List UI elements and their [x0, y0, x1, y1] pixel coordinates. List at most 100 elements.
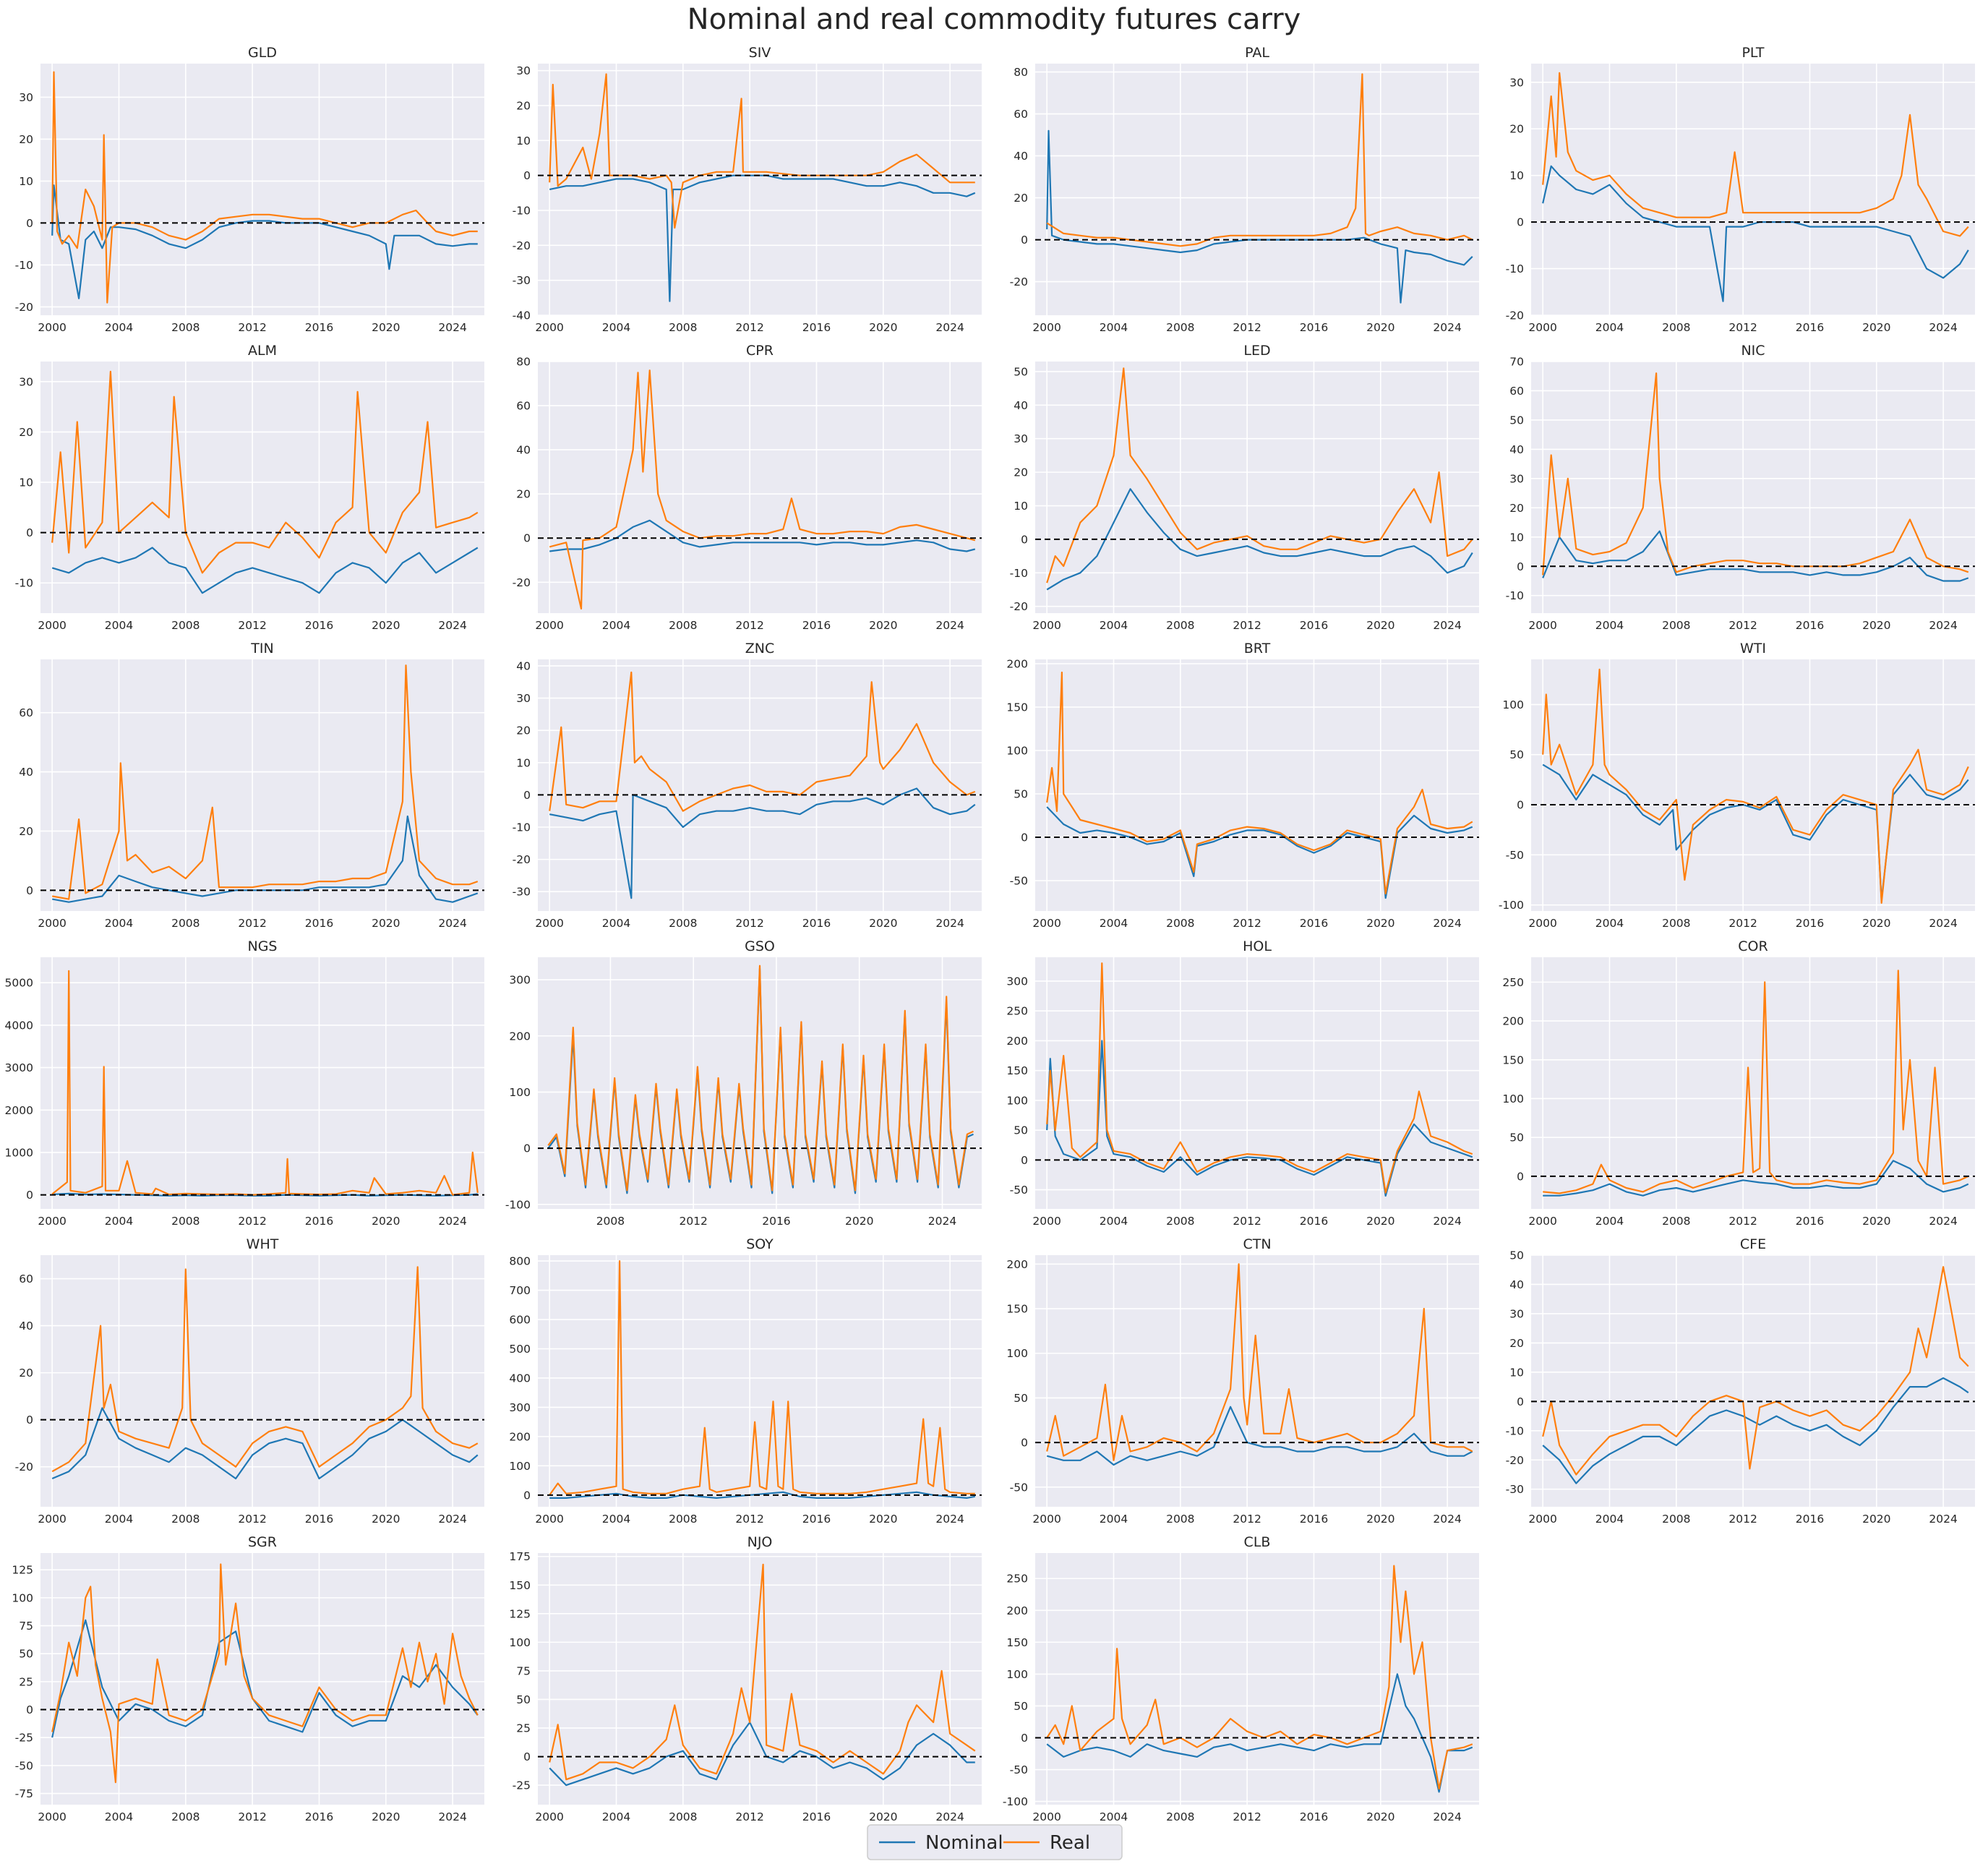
x-tick-label: 2004: [602, 1513, 630, 1526]
y-tick-label: 700: [509, 1284, 531, 1297]
x-tick-label: 2000: [38, 1513, 66, 1526]
y-tick-label: -10: [1010, 567, 1028, 580]
x-tick-label: 2012: [1233, 619, 1261, 632]
x-tick-label: 2004: [105, 619, 133, 632]
y-tick-label: 500: [509, 1343, 531, 1356]
y-tick-label: 0: [1517, 1395, 1524, 1408]
x-tick-label: 2016: [802, 619, 831, 632]
series-line-real: [1046, 73, 1473, 247]
plot-area: [538, 659, 982, 911]
plot-area: [1035, 64, 1479, 315]
x-tick-label: 2016: [802, 1810, 831, 1823]
y-tick-label: 20: [1509, 1337, 1524, 1350]
panel-pal: -20 0 20 40 60 80 2000 2004 2008 2012 2016 2020 2024…: [1010, 45, 1479, 334]
x-tick-label: 2020: [1366, 1513, 1394, 1526]
plot-area: [538, 362, 982, 613]
series-line-nominal: [1542, 530, 1969, 582]
x-tick-label: 2008: [1662, 917, 1690, 930]
plot-area: [1035, 659, 1479, 911]
series-line-nominal: [1046, 488, 1473, 591]
y-tick-label: 150: [1006, 701, 1028, 714]
panel-title: ZNC: [745, 641, 775, 656]
y-tick-label: 25: [516, 1722, 531, 1735]
y-tick-label: -50: [1010, 1481, 1028, 1494]
x-tick-label: 2008: [669, 1513, 697, 1526]
x-tick-label: 2020: [1862, 321, 1890, 334]
y-tick-label: -10: [1506, 262, 1524, 275]
x-tick-label: 2020: [372, 1215, 400, 1228]
y-tick-label: -25: [513, 1779, 531, 1792]
y-tick-label: -50: [15, 1759, 33, 1772]
x-tick-label: 2008: [1662, 619, 1690, 632]
x-tick-label: 2020: [372, 917, 400, 930]
x-tick-label: 2024: [1929, 1513, 1957, 1526]
y-tick-label: 0: [26, 1189, 33, 1202]
y-tick-label: 60: [1014, 108, 1028, 121]
y-tick-label: -75: [15, 1787, 33, 1800]
x-tick-label: 2012: [1233, 917, 1261, 930]
x-tick-label: 2004: [1100, 917, 1128, 930]
x-tick-label: 2020: [1366, 321, 1394, 334]
y-tick-label: -20: [513, 239, 531, 252]
x-tick-label: 2008: [1662, 1215, 1690, 1228]
x-tick-label: 2020: [869, 321, 897, 334]
x-tick-label: 2016: [305, 1810, 333, 1823]
x-tick-label: 2012: [1728, 917, 1757, 930]
x-tick-label: 2012: [238, 619, 266, 632]
x-tick-label: 2004: [602, 321, 630, 334]
x-tick-label: 2016: [1796, 619, 1824, 632]
y-tick-label: 30: [1014, 432, 1028, 445]
x-tick-label: 2016: [305, 917, 333, 930]
y-tick-label: 30: [516, 64, 531, 77]
y-tick-label: 30: [1509, 76, 1524, 89]
x-tick-label: 2016: [762, 1215, 790, 1228]
x-tick-label: 2012: [1233, 1513, 1261, 1526]
x-tick-label: 2020: [1862, 1513, 1890, 1526]
series-line-nominal: [1046, 1406, 1473, 1466]
x-tick-label: 2020: [372, 1513, 400, 1526]
x-tick-label: 2000: [1032, 619, 1061, 632]
y-tick-label: 50: [1014, 1700, 1028, 1713]
panel-sgr: -75 -50 -25 0 25 50 75 100 125 2000 2004 2008 2012 20…: [12, 1534, 484, 1823]
y-tick-label: 250: [1006, 1005, 1028, 1018]
y-tick-label: -10: [1506, 1424, 1524, 1437]
y-tick-label: 60: [19, 706, 33, 719]
y-tick-label: 80: [516, 356, 531, 369]
y-tick-label: 0: [523, 789, 531, 802]
y-tick-label: 150: [509, 1579, 531, 1592]
y-tick-label: 75: [516, 1664, 531, 1677]
y-tick-label: 60: [516, 400, 531, 413]
x-tick-label: 2012: [679, 1215, 707, 1228]
plot-area: [1035, 957, 1479, 1209]
series-line-real: [549, 73, 975, 229]
x-tick-label: 2008: [1166, 1513, 1194, 1526]
y-tick-label: -50: [1506, 849, 1524, 862]
y-tick-label: 10: [516, 756, 531, 769]
x-tick-label: 2000: [38, 321, 66, 334]
panel-title: SOY: [746, 1236, 774, 1252]
y-tick-label: 0: [1517, 560, 1524, 573]
y-tick-label: 30: [516, 692, 531, 705]
x-tick-label: 2024: [935, 321, 964, 334]
x-tick-label: 2024: [438, 1810, 466, 1823]
y-tick-label: -30: [513, 886, 531, 899]
panel-njo: -25 0 25 50 75 100 125 150 175 2000 2004 2008 2012 20…: [509, 1534, 982, 1823]
panel-wht: -20 0 20 40 60 2000 2004 2008 2012 2016 2020 2024 WH…: [15, 1236, 484, 1526]
y-tick-label: 0: [523, 1142, 531, 1155]
y-tick-label: 30: [19, 91, 33, 104]
x-tick-label: 2024: [438, 917, 466, 930]
legend-label-nominal: Nominal: [925, 1832, 1003, 1854]
x-tick-label: 2020: [869, 1513, 897, 1526]
x-tick-label: 2016: [1796, 1513, 1824, 1526]
y-tick-label: 40: [19, 1320, 33, 1333]
y-tick-label: 20: [19, 825, 33, 838]
y-tick-label: 20: [516, 100, 531, 113]
panel-title: ALM: [248, 343, 277, 359]
series-line-nominal: [1542, 764, 1969, 901]
series-line-real: [549, 1260, 975, 1496]
y-tick-label: 5000: [5, 977, 33, 990]
x-tick-label: 2004: [1100, 321, 1128, 334]
y-tick-label: 100: [1006, 1094, 1028, 1107]
y-tick-label: 100: [12, 1591, 33, 1604]
